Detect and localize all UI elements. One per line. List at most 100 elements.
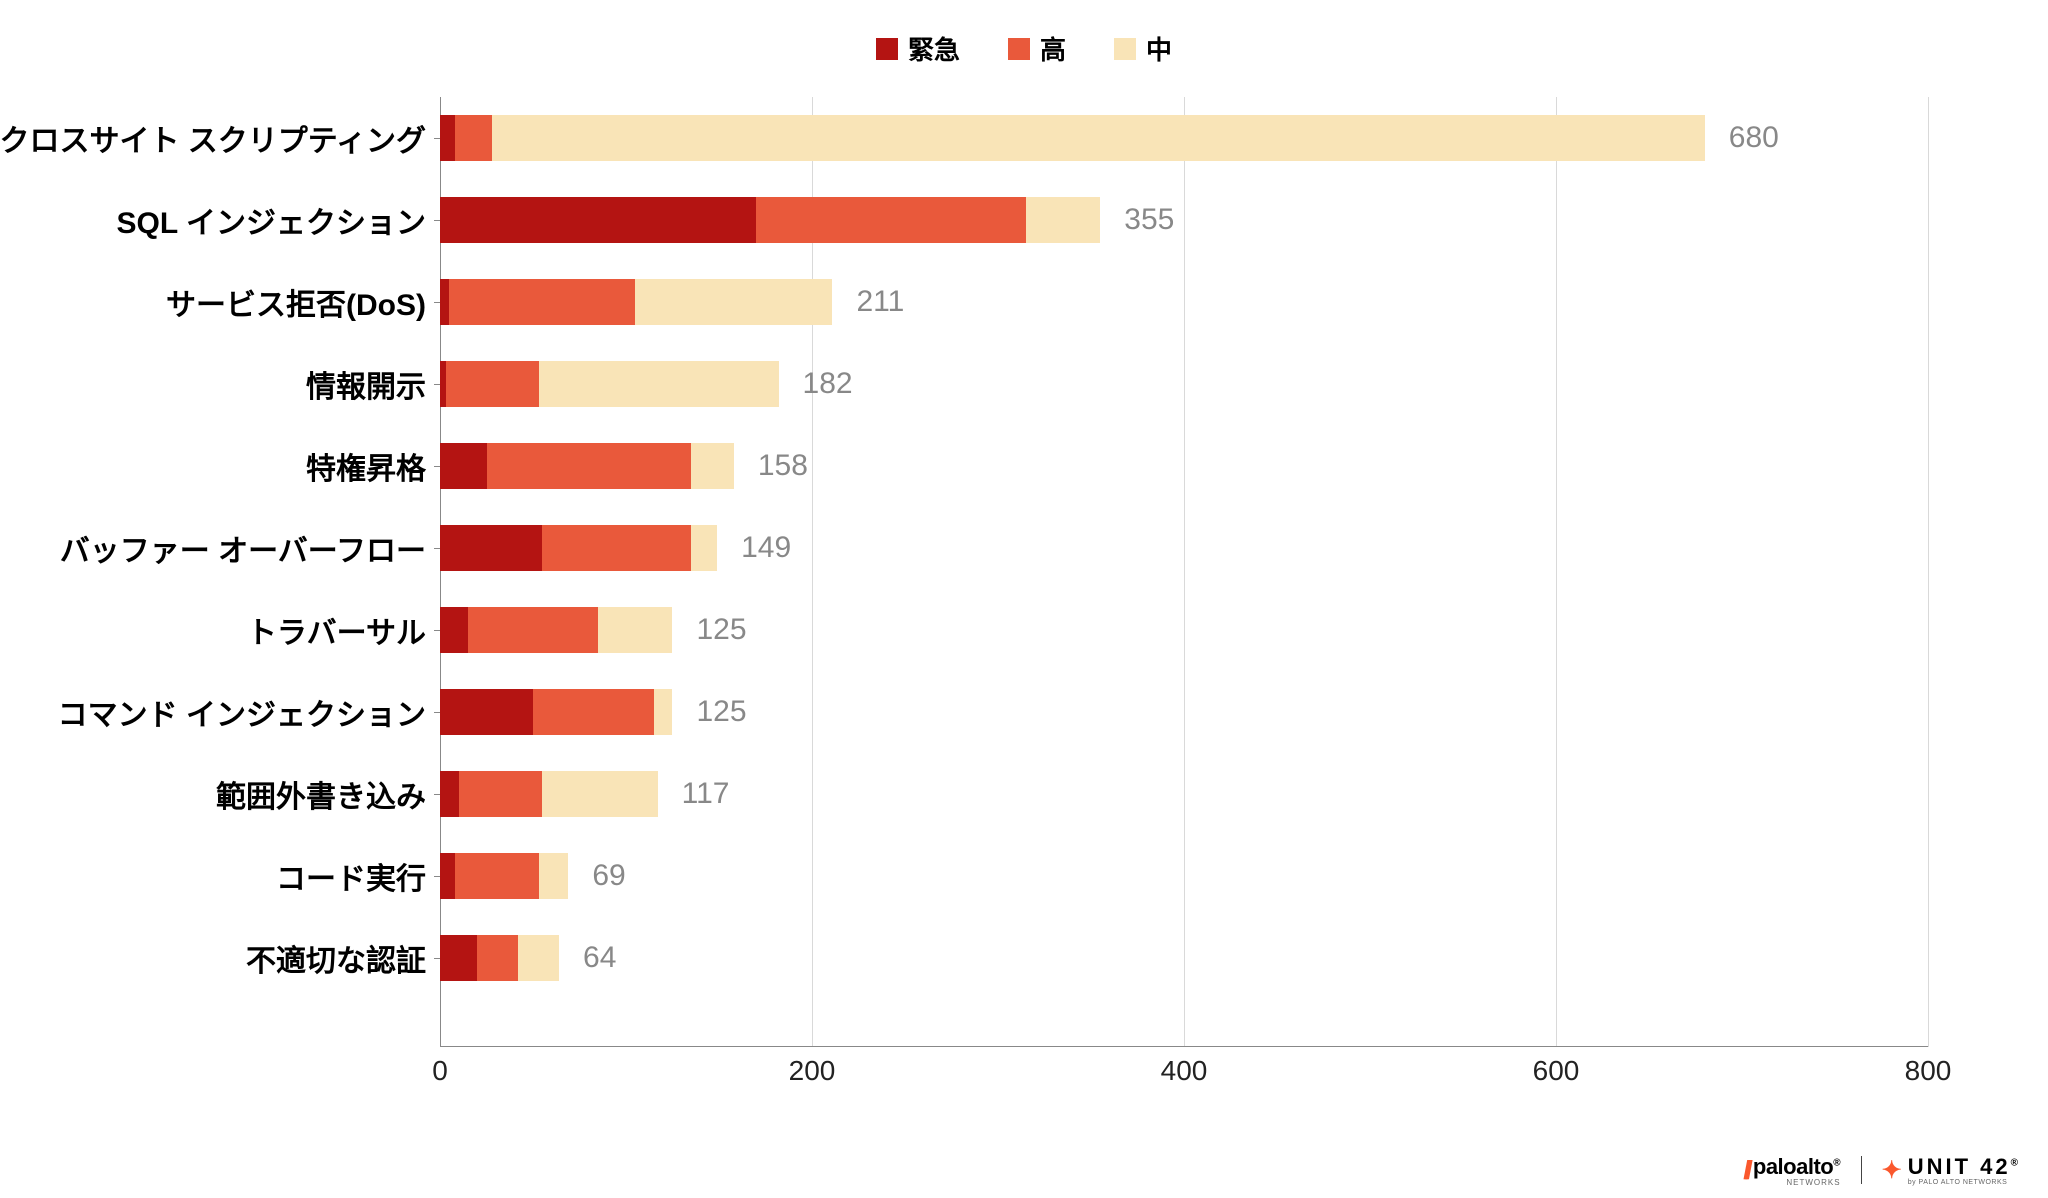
bar-segment-critical — [440, 771, 459, 817]
bar-segment-high — [533, 689, 654, 735]
bar-segment-medium — [542, 771, 657, 817]
total-label: 117 — [658, 777, 730, 811]
total-label: 158 — [734, 449, 808, 483]
x-tick-label: 0 — [432, 1055, 448, 1087]
legend-swatch — [1114, 38, 1136, 60]
legend-swatch — [876, 38, 898, 60]
unit42-reg: ® — [2011, 1158, 2018, 1169]
unit42-text: UNIT 42 — [1908, 1154, 2011, 1179]
bar-segment-medium — [518, 935, 559, 981]
category-label: コード実行 — [276, 854, 440, 898]
category-label: SQL インジェクション — [117, 198, 440, 242]
bar-stack — [440, 361, 1928, 407]
bar-stack — [440, 935, 1928, 981]
category-label: 情報開示 — [306, 362, 440, 406]
paloalto-sub: NETWORKS — [1753, 1180, 1841, 1186]
bar-segment-medium — [654, 689, 673, 735]
logo-paloalto: /// paloalto® NETWORKS — [1743, 1154, 1840, 1186]
bar-segment-high — [455, 853, 539, 899]
x-tick-label: 400 — [1161, 1055, 1208, 1087]
category-label: コマンド インジェクション — [58, 690, 440, 734]
bar-row: 特権昇格158 — [440, 443, 1928, 489]
plot-area: 0200400600800 クロスサイト スクリプティング680SQL インジェ… — [440, 97, 1928, 1087]
bar-segment-critical — [440, 607, 468, 653]
bar-stack — [440, 197, 1928, 243]
category-label: トラバーサル — [247, 608, 440, 652]
bar-segment-medium — [635, 279, 832, 325]
total-label: 69 — [568, 859, 625, 893]
total-label: 125 — [673, 613, 747, 647]
bar-segment-medium — [598, 607, 672, 653]
total-label: 680 — [1705, 121, 1779, 155]
bar-row: SQL インジェクション355 — [440, 197, 1928, 243]
bar-segment-high — [446, 361, 539, 407]
bar-row: コード実行69 — [440, 853, 1928, 899]
legend-swatch — [1008, 38, 1030, 60]
bar-segment-high — [459, 771, 543, 817]
gridline — [1928, 97, 1929, 1047]
bar-segment-medium — [539, 361, 779, 407]
category-label: クロスサイト スクリプティング — [0, 116, 440, 160]
total-label: 149 — [717, 531, 791, 565]
paloalto-text: paloalto — [1753, 1154, 1833, 1179]
bar-segment-critical — [440, 689, 533, 735]
bar-segment-critical — [440, 935, 477, 981]
bar-segment-critical — [440, 525, 542, 571]
bars-layer: クロスサイト スクリプティング680 SQL インジェクション355 サービス拒否(… — [440, 115, 1928, 1047]
bar-row: 範囲外書き込み117 — [440, 771, 1928, 817]
bar-row: バッファー オーバーフロー149 — [440, 525, 1928, 571]
legend-item: 緊急 — [876, 30, 960, 67]
bar-segment-high — [455, 115, 492, 161]
category-label: バッファー オーバーフロー — [60, 526, 440, 570]
category-label: 特権昇格 — [306, 444, 440, 488]
bar-row: サービス拒否(DoS)211 — [440, 279, 1928, 325]
bar-segment-medium — [492, 115, 1705, 161]
footer-logos: /// paloalto® NETWORKS ✦ UNIT 42® by PAL… — [1743, 1154, 2018, 1186]
bar-segment-critical — [440, 197, 756, 243]
total-label: 211 — [832, 285, 904, 319]
total-label: 182 — [779, 367, 853, 401]
unit42-sub: by PALO ALTO NETWORKS — [1908, 1180, 2018, 1186]
bar-stack — [440, 853, 1928, 899]
bar-row: トラバーサル125 — [440, 607, 1928, 653]
bar-row: クロスサイト スクリプティング680 — [440, 115, 1928, 161]
total-label: 355 — [1100, 203, 1174, 237]
bar-segment-critical — [440, 279, 449, 325]
bar-segment-medium — [539, 853, 569, 899]
category-label: 範囲外書き込み — [216, 772, 440, 816]
x-tick-label: 600 — [1533, 1055, 1580, 1087]
bar-segment-medium — [691, 525, 717, 571]
paloalto-mark-icon: /// — [1743, 1155, 1747, 1186]
bar-row: 情報開示182 — [440, 361, 1928, 407]
legend-label: 高 — [1040, 30, 1066, 67]
bar-segment-critical — [440, 853, 455, 899]
logo-unit42: ✦ UNIT 42® by PALO ALTO NETWORKS — [1882, 1154, 2018, 1186]
legend-item: 中 — [1114, 30, 1172, 67]
x-tick-label: 200 — [789, 1055, 836, 1087]
bar-segment-high — [468, 607, 598, 653]
legend-label: 中 — [1146, 30, 1172, 67]
bar-stack — [440, 525, 1928, 571]
unit42-mark-icon: ✦ — [1882, 1156, 1902, 1185]
bar-segment-critical — [440, 115, 455, 161]
bar-segment-high — [542, 525, 691, 571]
category-label: 不適切な認証 — [246, 936, 440, 980]
legend: 緊急 高 中 — [60, 30, 1988, 67]
bar-segment-critical — [440, 443, 487, 489]
bar-segment-medium — [691, 443, 734, 489]
bar-row: コマンド インジェクション125 — [440, 689, 1928, 735]
bar-segment-high — [487, 443, 692, 489]
total-label: 125 — [673, 695, 747, 729]
bar-segment-medium — [1026, 197, 1100, 243]
bar-stack — [440, 443, 1928, 489]
bar-stack — [440, 607, 1928, 653]
total-label: 64 — [559, 941, 616, 975]
bar-segment-high — [756, 197, 1026, 243]
category-label: サービス拒否(DoS) — [166, 280, 440, 324]
legend-item: 高 — [1008, 30, 1066, 67]
bar-segment-high — [449, 279, 635, 325]
bar-row: 不適切な認証64 — [440, 935, 1928, 981]
bar-stack — [440, 279, 1928, 325]
chart-container: 緊急高中 0200400600800 クロスサイト スクリプティング680SQL… — [0, 0, 2048, 1198]
bar-segment-high — [477, 935, 518, 981]
